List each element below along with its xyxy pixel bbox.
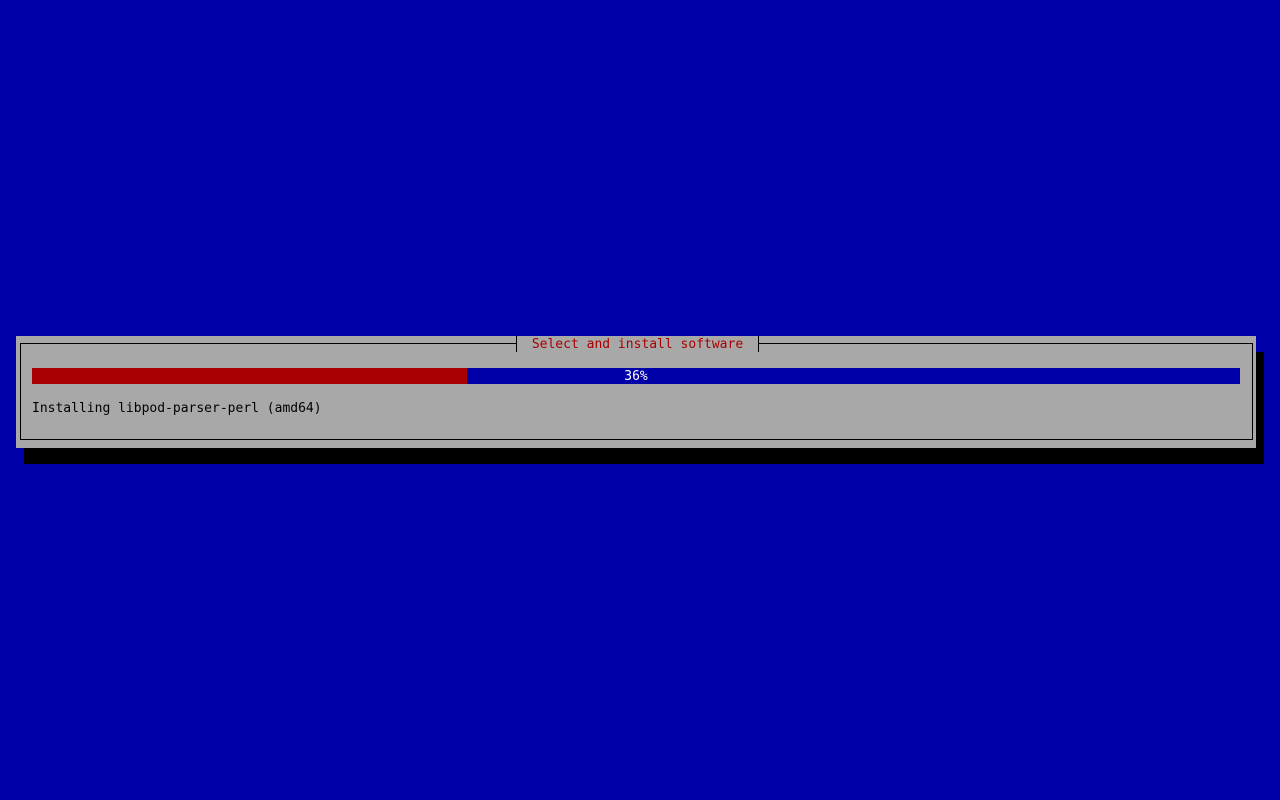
dialog-title: Select and install software [516,336,759,352]
progress-fill [32,368,467,384]
dialog-frame [20,343,1253,440]
progress-dialog: Select and install software 36% Installi… [16,336,1256,448]
progress-percent: 36% [624,369,648,384]
status-text: Installing libpod-parser-perl (amd64) [32,401,322,416]
progress-bar: 36% [32,368,1240,384]
